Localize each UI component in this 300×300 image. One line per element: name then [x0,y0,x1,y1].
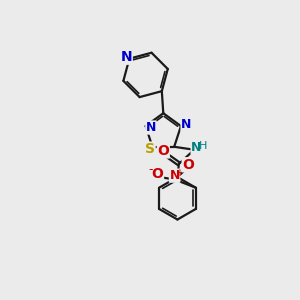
Text: O: O [152,167,164,181]
Text: N: N [181,118,191,131]
Text: O: O [158,144,169,158]
Text: -: - [149,163,153,176]
Text: N: N [169,169,180,182]
Text: N: N [121,50,132,64]
Text: H: H [199,141,207,151]
Text: N: N [191,141,202,154]
Text: +: + [175,168,183,178]
Text: N: N [146,121,156,134]
Text: S: S [145,142,155,156]
Text: O: O [182,158,194,172]
